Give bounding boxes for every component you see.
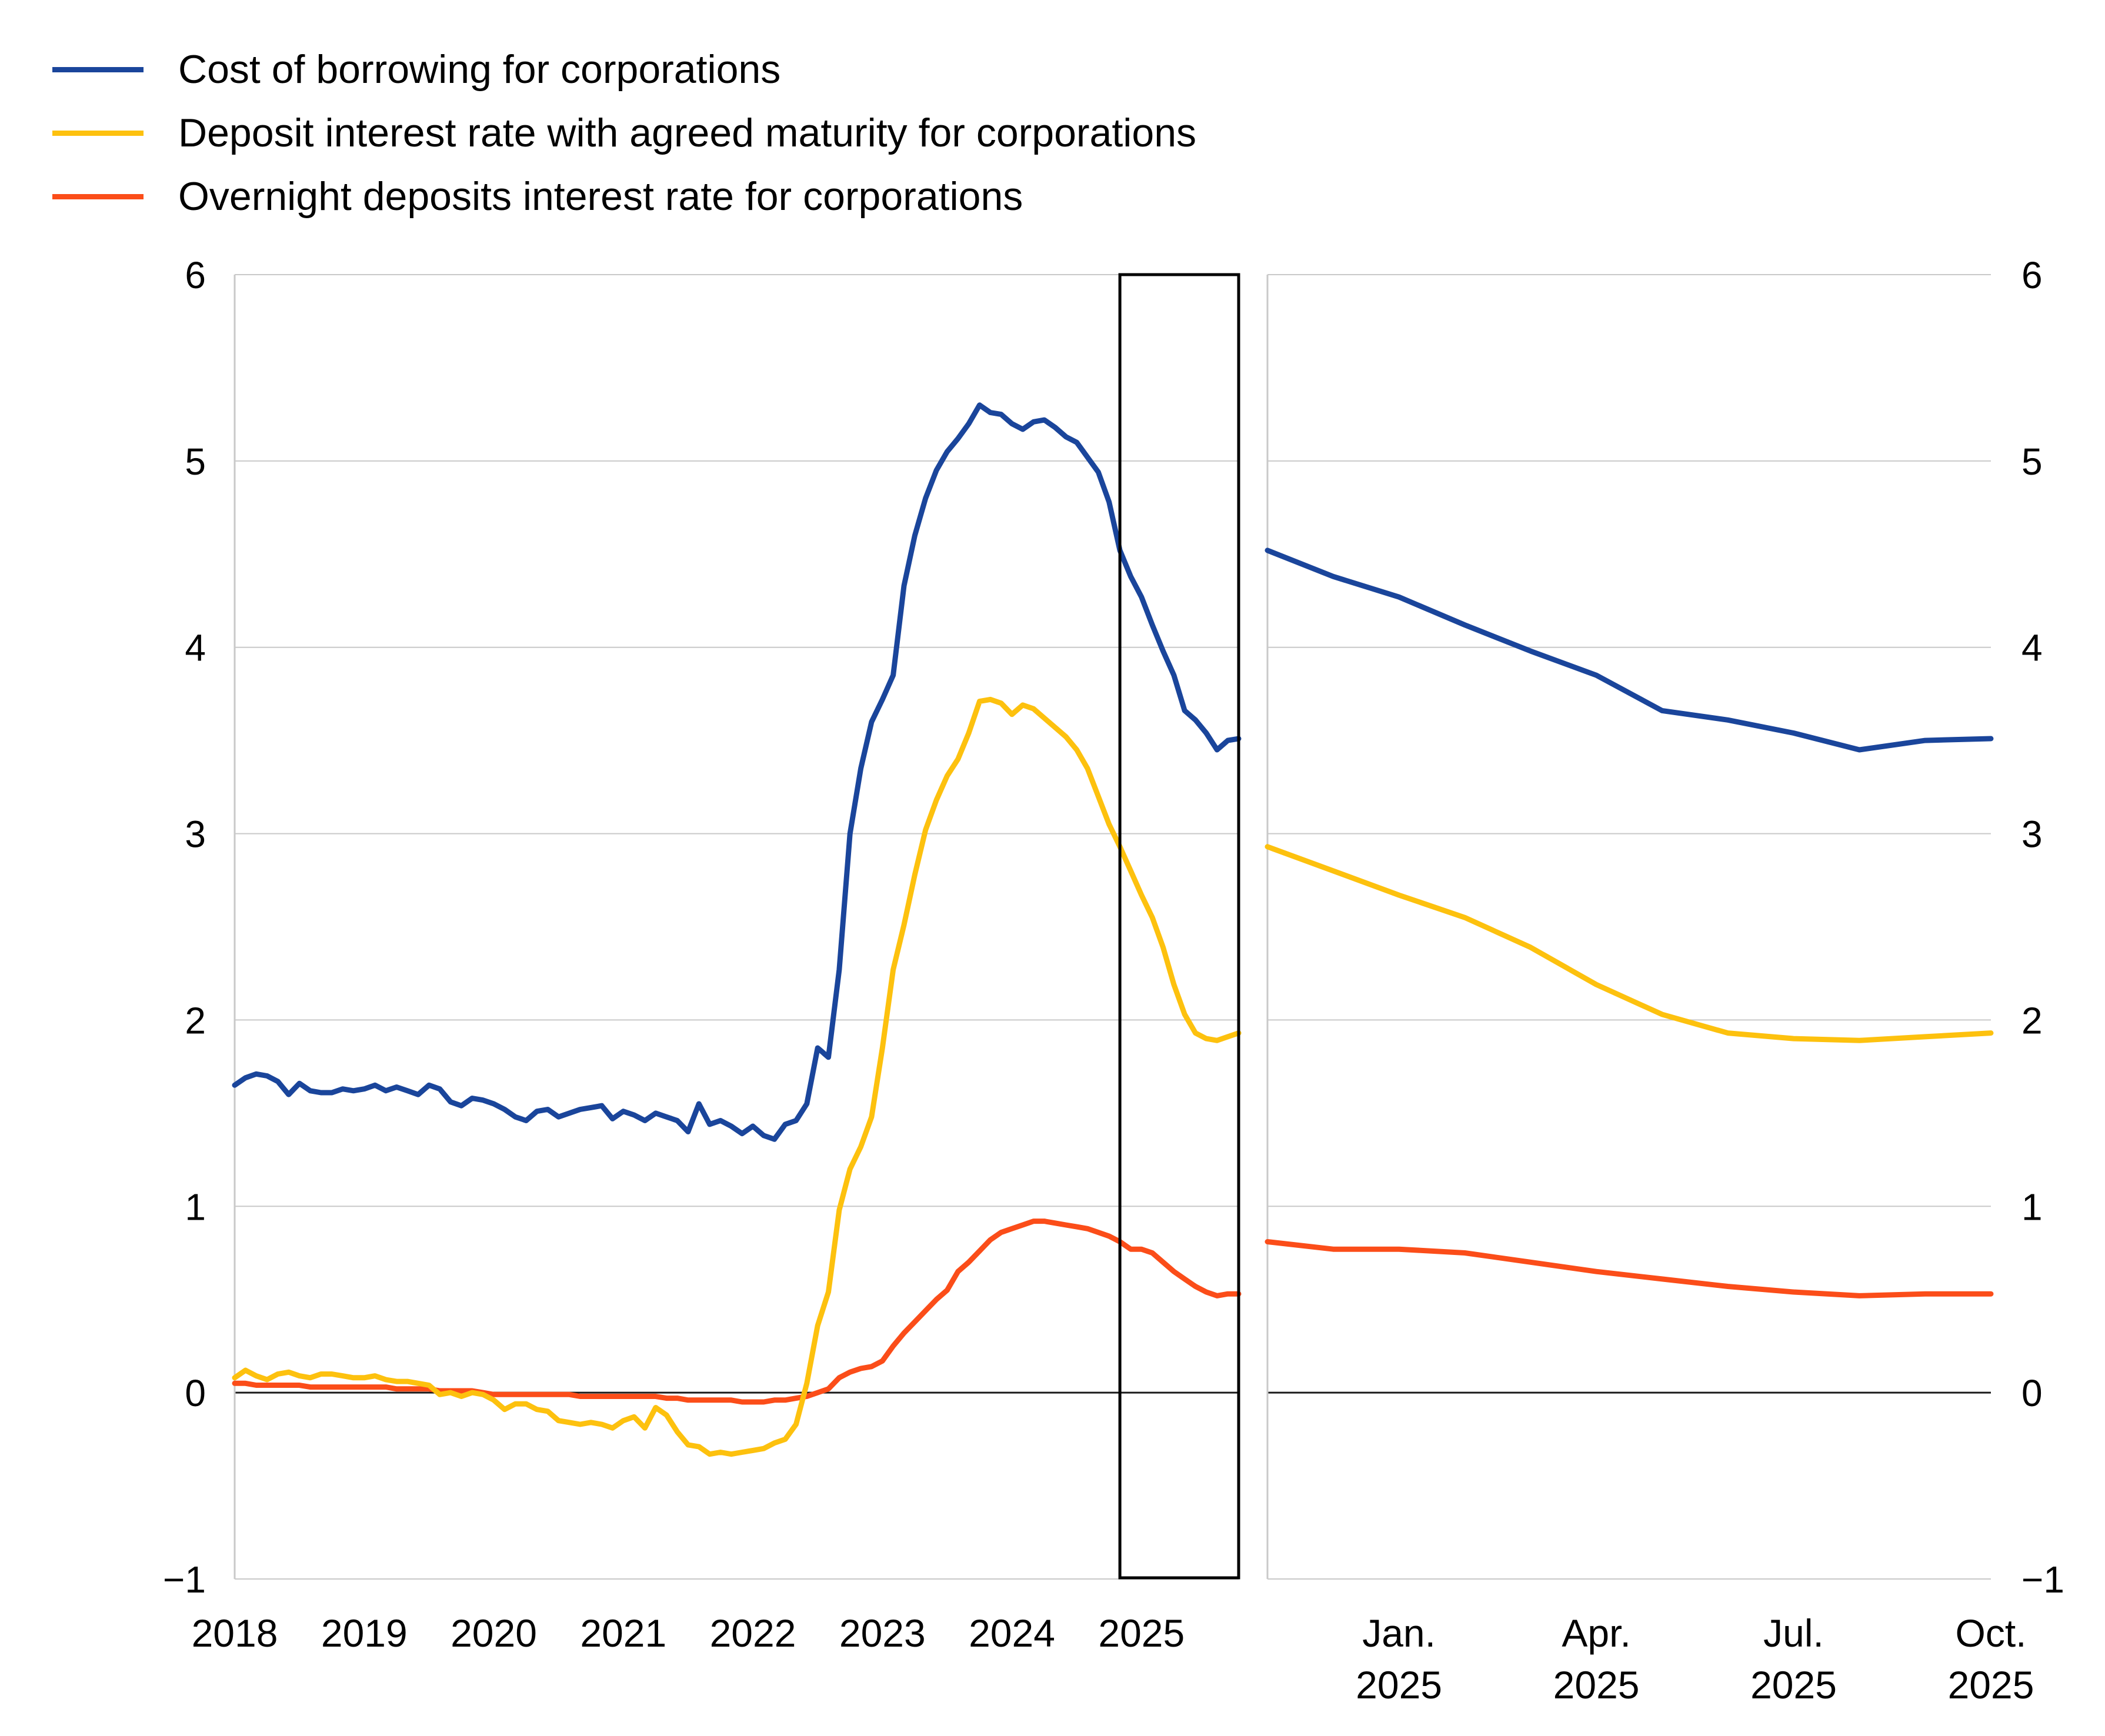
right-y-tick-label--1: −1 xyxy=(2021,1558,2064,1601)
left-y-tick-label-1: 1 xyxy=(185,1186,206,1228)
left-y-tick-label-6: 6 xyxy=(185,254,206,296)
x-tick-label-jul-2025: Jul. xyxy=(1763,1611,1824,1655)
x-tick-label-2020: 2020 xyxy=(451,1611,537,1655)
cost-of-borrowing-for-corporations-line-right-panel xyxy=(1265,547,1994,753)
red-line-swatch-icon xyxy=(52,193,144,199)
left-y-tick-label-0: 0 xyxy=(185,1372,206,1414)
x-tick-label-2025: 2025 xyxy=(1098,1611,1185,1655)
legend-label-cost-of-borrowing: Cost of borrowing for corporations xyxy=(178,47,781,92)
left-y-tick-label-5: 5 xyxy=(185,440,206,483)
left-y-tick-label-2: 2 xyxy=(185,999,206,1041)
legend-item-overnight-deposits: Overnight deposits interest rate for cor… xyxy=(52,165,1196,228)
right-y-tick-label-6: 6 xyxy=(2021,254,2043,296)
x-tick-label-jan-2025: Jan. xyxy=(1362,1611,1436,1655)
deposit-interest-rate-with-agreed-maturity-for-corporations-line-right-panel xyxy=(1265,844,1994,1043)
cost-of-borrowing-for-corporations-line-left-panel xyxy=(232,402,1242,1142)
x-tick-label-2021: 2021 xyxy=(580,1611,666,1655)
right-y-tick-label-3: 3 xyxy=(2021,813,2043,856)
blue-line-swatch-icon xyxy=(52,66,144,72)
right-y-tick-label-4: 4 xyxy=(2021,627,2043,669)
legend-item-deposit-agreed-maturity: Deposit interest rate with agreed maturi… xyxy=(52,101,1196,165)
x-tick-label-2018: 2018 xyxy=(192,1611,278,1655)
highlight-box-2025 xyxy=(1118,273,1240,1580)
yellow-line-swatch-icon xyxy=(52,130,144,136)
legend-item-cost-of-borrowing: Cost of borrowing for corporations xyxy=(52,38,1196,101)
legend: Cost of borrowing for corporations Depos… xyxy=(52,38,1196,228)
x-tick-label-jul-2025-year: 2025 xyxy=(1750,1663,1837,1707)
left-y-tick-label-3: 3 xyxy=(185,813,206,856)
overnight-deposits-interest-rate-for-corporations-line-left-panel xyxy=(232,1218,1242,1405)
x-tick-label-oct-2025-year: 2025 xyxy=(1948,1663,2034,1707)
x-tick-label-2023: 2023 xyxy=(839,1611,926,1655)
legend-label-deposit-agreed-maturity: Deposit interest rate with agreed maturi… xyxy=(178,111,1197,155)
deposit-interest-rate-with-agreed-maturity-for-corporations-line-left-panel xyxy=(232,696,1242,1457)
right-y-tick-label-0: 0 xyxy=(2021,1372,2043,1414)
right-y-tick-label-1: 1 xyxy=(2021,1186,2043,1228)
x-tick-label-2019: 2019 xyxy=(321,1611,408,1655)
right-y-tick-label-2: 2 xyxy=(2021,999,2043,1041)
right-y-tick-label-5: 5 xyxy=(2021,440,2043,483)
x-tick-label-2022: 2022 xyxy=(710,1611,796,1655)
overnight-deposits-interest-rate-for-corporations-line-right-panel xyxy=(1265,1239,1994,1298)
x-tick-label-jan-2025-year: 2025 xyxy=(1356,1663,1442,1707)
left-y-tick-label-4: 4 xyxy=(185,627,206,669)
x-tick-label-oct-2025: Oct. xyxy=(1955,1611,2026,1655)
x-tick-label-2024: 2024 xyxy=(969,1611,1055,1655)
legend-label-overnight-deposits: Overnight deposits interest rate for cor… xyxy=(178,174,1023,219)
x-tick-label-apr-2025-year: 2025 xyxy=(1553,1663,1640,1707)
x-tick-label-apr-2025: Apr. xyxy=(1562,1611,1630,1655)
left-y-tick-label--1: −1 xyxy=(163,1558,206,1601)
